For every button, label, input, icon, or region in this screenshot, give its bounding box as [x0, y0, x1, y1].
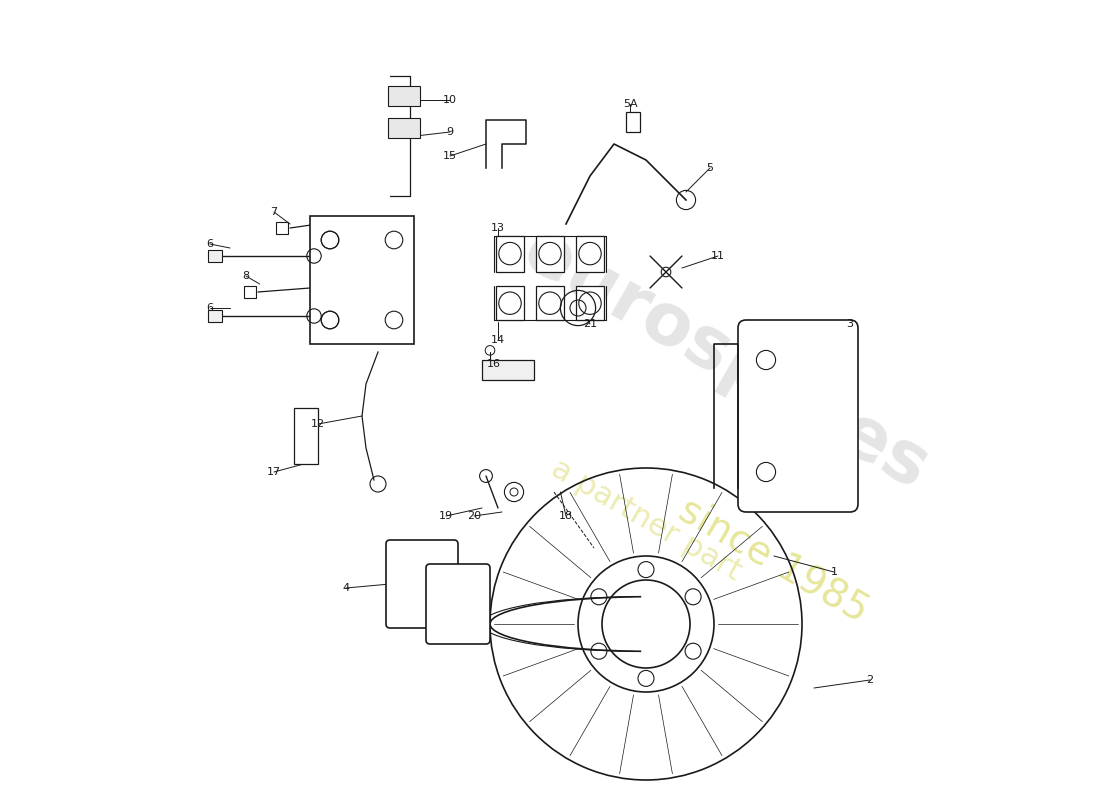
Bar	[575, 236, 604, 272]
FancyBboxPatch shape	[738, 320, 858, 512]
Bar	[575, 286, 604, 320]
Text: 21: 21	[583, 319, 597, 329]
Text: 6: 6	[207, 303, 213, 313]
Bar	[626, 112, 640, 132]
Bar	[294, 408, 318, 464]
Text: 7: 7	[271, 207, 277, 217]
Bar	[496, 286, 525, 320]
Text: eurospares: eurospares	[510, 216, 942, 504]
Bar	[482, 360, 534, 380]
Text: 8: 8	[242, 271, 250, 281]
Text: 10: 10	[443, 95, 456, 105]
Bar	[387, 86, 419, 106]
Text: 4: 4	[342, 583, 350, 593]
Bar	[536, 236, 564, 272]
Bar	[310, 216, 414, 344]
Bar	[208, 250, 222, 262]
Text: 12: 12	[311, 419, 326, 429]
Text: 2: 2	[867, 675, 873, 685]
Text: 5: 5	[706, 163, 714, 173]
Text: 11: 11	[711, 251, 725, 261]
Bar	[244, 286, 256, 298]
Text: 15: 15	[443, 151, 456, 161]
Text: 5A: 5A	[623, 99, 637, 109]
Text: 19: 19	[439, 511, 453, 521]
Text: 1: 1	[830, 567, 837, 577]
FancyBboxPatch shape	[426, 564, 490, 644]
Text: 17: 17	[267, 467, 282, 477]
Text: a partner part: a partner part	[546, 454, 746, 586]
Text: 13: 13	[491, 223, 505, 233]
Text: 16: 16	[487, 359, 500, 369]
Bar	[387, 118, 419, 138]
Bar	[496, 236, 525, 272]
Text: 14: 14	[491, 335, 505, 345]
Text: 9: 9	[447, 127, 453, 137]
Text: 6: 6	[207, 239, 213, 249]
Bar	[208, 310, 222, 322]
Text: since 1985: since 1985	[672, 490, 876, 630]
FancyBboxPatch shape	[386, 540, 458, 628]
Bar	[536, 286, 564, 320]
Bar	[276, 222, 288, 234]
Text: 3: 3	[847, 319, 854, 329]
Text: 18: 18	[559, 511, 573, 521]
Text: 20: 20	[466, 511, 481, 521]
